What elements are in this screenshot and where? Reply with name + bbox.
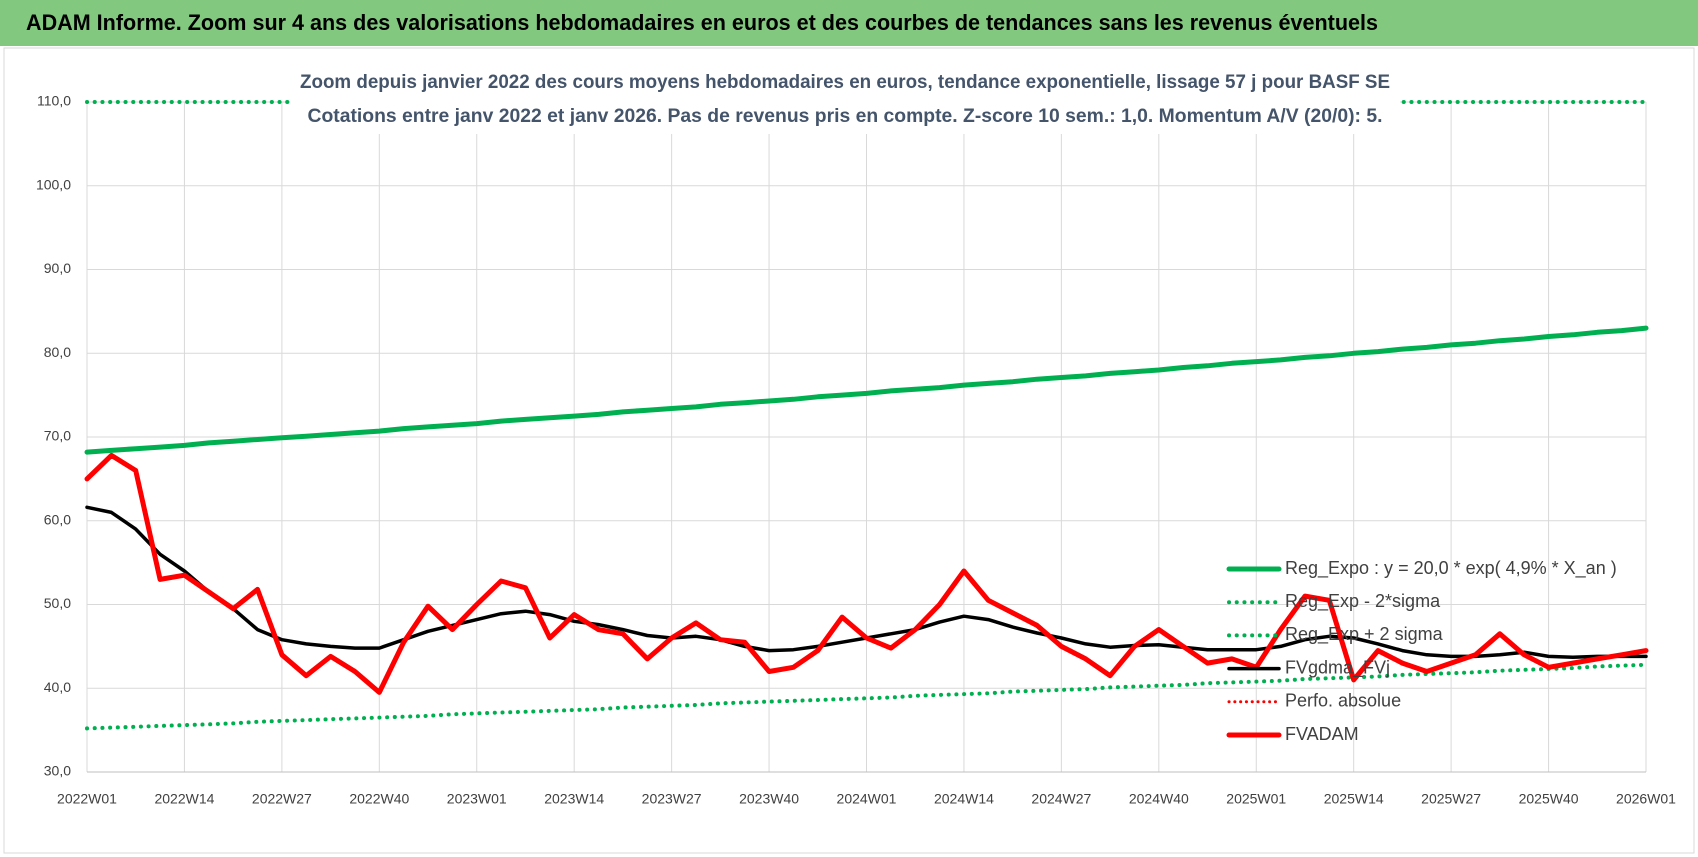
x-tick-label: 2025W27 [1421, 791, 1481, 807]
overlay: Zoom depuis janvier 2022 des cours moyen… [290, 66, 1617, 744]
plot-area: 30,0 40,0 50,0 60,0 70,0 80,0 90,0 100,0 110,0 20… [36, 93, 1676, 807]
legend-label: FVADAM [1285, 724, 1359, 744]
legend-label: Reg_Expo : y = 20,0 * exp( 4,9% * X_an ) [1285, 558, 1617, 579]
x-tick-label: 2022W40 [349, 791, 409, 807]
y-tick-label: 30,0 [44, 763, 71, 779]
x-tick-label: 2024W27 [1031, 791, 1091, 807]
x-tick-label: 2026W01 [1616, 791, 1676, 807]
y-tick-label: 100,0 [36, 176, 71, 192]
y-tick-label: 60,0 [44, 511, 71, 527]
legend-label: Perfo. absolue [1285, 691, 1401, 711]
x-tick-label: 2024W01 [837, 791, 897, 807]
chart-frame [3, 47, 1695, 854]
x-tick-label: 2025W01 [1226, 791, 1286, 807]
x-tick-label: 2023W14 [544, 791, 604, 807]
header-title: ADAM Informe. Zoom sur 4 ans des valoris… [26, 10, 1378, 35]
x-tick-label: 2022W27 [252, 791, 312, 807]
y-tick-label: 40,0 [44, 679, 71, 695]
x-tick-label: 2022W01 [57, 791, 117, 807]
x-tick-label: 2022W14 [154, 791, 214, 807]
y-tick-label: 90,0 [44, 260, 71, 276]
y-tick-label: 110,0 [37, 93, 71, 109]
series-line [84, 325, 1649, 455]
x-tick-label: 2025W14 [1324, 791, 1384, 807]
y-tick-label: 80,0 [44, 344, 71, 360]
y-tick-label: 50,0 [44, 595, 71, 611]
legend-label: FVgdma_FVj [1285, 657, 1390, 678]
legend-label: Reg_Exp + 2 sigma [1285, 624, 1444, 645]
x-tick-label: 2023W01 [447, 791, 507, 807]
series-line [85, 662, 1648, 731]
title-background [290, 66, 1400, 134]
chart-title: Zoom depuis janvier 2022 des cours moyen… [300, 72, 1390, 93]
y-tick-label: 70,0 [44, 428, 71, 444]
chart-subtitle: Cotations entre janv 2022 et janv 2026. … [308, 106, 1383, 127]
x-tick-label: 2023W27 [642, 791, 702, 807]
legend-label: Reg_Exp - 2*sigma [1285, 591, 1441, 612]
header-bar [0, 0, 1698, 46]
x-tick-label: 2024W40 [1129, 791, 1189, 807]
x-tick-label: 2023W40 [739, 791, 799, 807]
series-line [84, 452, 1649, 695]
x-tick-label: 2025W40 [1519, 791, 1579, 807]
x-tick-label: 2024W14 [934, 791, 994, 807]
